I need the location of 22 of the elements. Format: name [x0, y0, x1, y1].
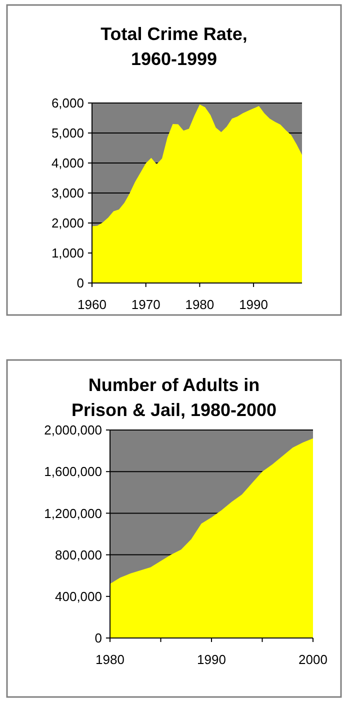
y-tick-label: 800,000	[55, 547, 102, 562]
y-tick-label: 3,000	[51, 186, 84, 201]
y-tick-label: 4,000	[51, 156, 84, 171]
x-tick-label: 1980	[185, 297, 214, 312]
x-tick-label: 1980	[96, 652, 124, 667]
y-tick-label: 0	[76, 276, 84, 291]
x-tick-label: 1990	[197, 652, 226, 667]
y-tick-label: 0	[94, 630, 102, 646]
y-tick-label: 1,200,000	[44, 506, 102, 521]
y-tick-label: 1,600,000	[44, 464, 102, 480]
y-tick-label: 5,000	[51, 126, 84, 141]
x-tick-label: 1960	[78, 297, 106, 312]
x-tick-label: 2000	[298, 652, 328, 667]
y-tick-label: 1,000	[51, 246, 84, 261]
chart-title: Number of Adults in Prison & Jail, 1980-2000	[71, 375, 277, 420]
y-tick-label: 2,000	[51, 216, 84, 231]
chart-title: Total Crime Rate, 1960-1999	[100, 24, 248, 69]
x-tick-label: 1990	[239, 297, 268, 312]
y-tick-label: 6,000	[51, 96, 84, 111]
y-tick-label: 2,000,000	[44, 422, 102, 438]
y-tick-label: 400,000	[55, 588, 102, 604]
x-tick-label: 1970	[131, 297, 160, 312]
